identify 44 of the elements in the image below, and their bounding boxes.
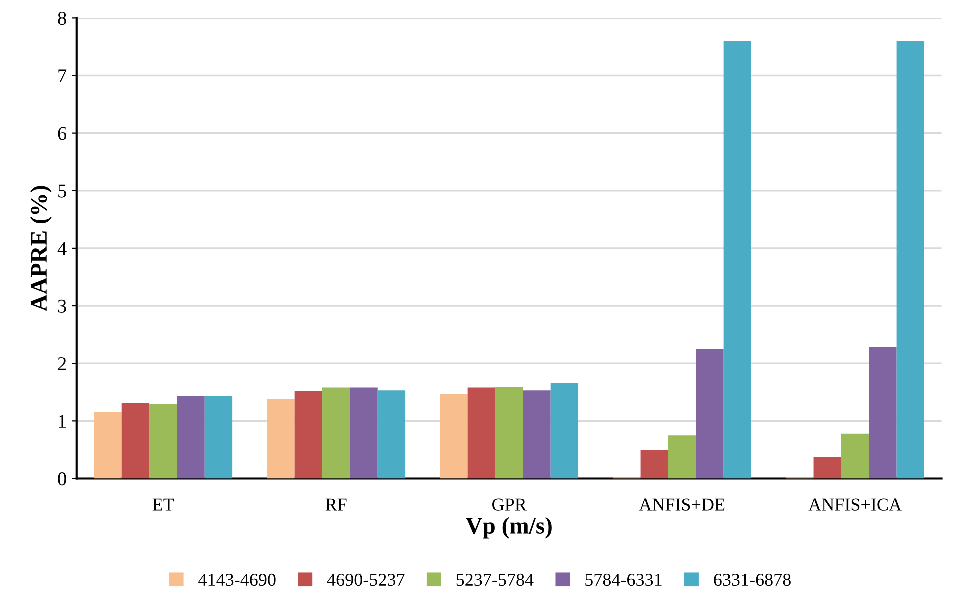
bar [668, 436, 696, 479]
x-tick-label: ET [152, 498, 174, 511]
bar [495, 387, 524, 479]
y-tick-label: 6 [58, 127, 67, 140]
bar [350, 388, 378, 479]
bar [869, 347, 897, 479]
y-tick-label: 0 [58, 472, 66, 486]
y-tick-label: 2 [58, 357, 66, 370]
x-tick-label: ANFIS+ICA [808, 498, 902, 511]
y-tick-label: 7 [58, 70, 67, 82]
bar [696, 349, 724, 479]
bar [841, 434, 870, 479]
bar [177, 396, 205, 479]
y-axis-title: AAPRE (%) [30, 186, 52, 312]
y-tick-label: 5 [58, 184, 66, 198]
bar [550, 383, 579, 479]
y-tick-label: 1 [59, 415, 66, 428]
bar [267, 399, 295, 479]
legend-label: 5784-6331 [586, 574, 662, 586]
bar [204, 396, 233, 479]
x-tick-label: ANFIS+DE [639, 498, 725, 511]
legend-label: 4143-4690 [198, 574, 276, 586]
bar [322, 388, 350, 479]
bar [814, 457, 842, 479]
y-tick-label: 8 [58, 12, 66, 26]
legend-label: 6331-6878 [714, 574, 791, 586]
bar [294, 391, 323, 479]
bar [724, 41, 752, 479]
y-tick-label: 4 [58, 242, 67, 256]
x-tick-label: RF [326, 498, 347, 511]
bar [122, 403, 150, 479]
bar [440, 394, 468, 479]
legend-label: 5237-5784 [456, 574, 534, 586]
x-axis-title: Vp (m/s) [466, 517, 552, 539]
bar [523, 390, 551, 479]
bar [640, 450, 668, 479]
legend-label: 4690-5237 [327, 574, 405, 586]
bar [94, 412, 122, 479]
bar [896, 41, 924, 479]
bar [468, 388, 496, 479]
y-tick-label: 3 [58, 300, 66, 313]
x-tick-label: GPR [492, 498, 527, 511]
bar [150, 404, 178, 479]
bar [378, 390, 406, 479]
